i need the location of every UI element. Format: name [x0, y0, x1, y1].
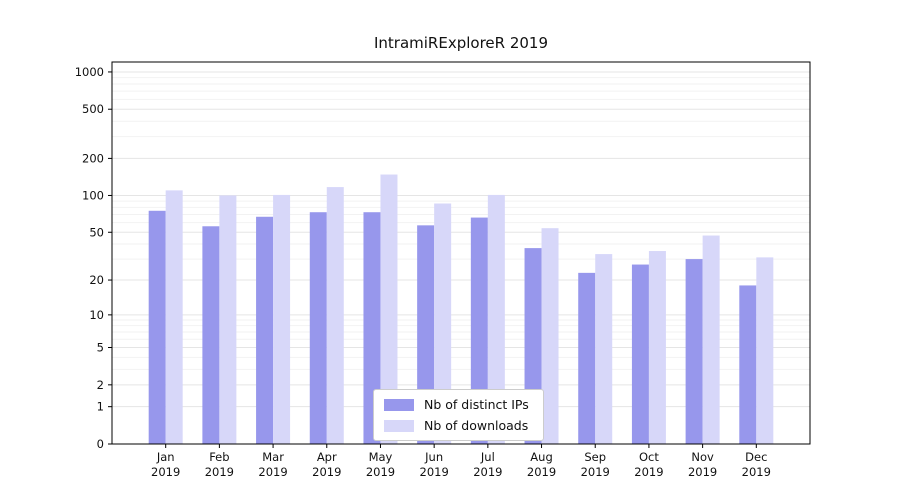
x-tick-label-month: Mar [262, 450, 284, 464]
x-tick-label-year: 2019 [634, 465, 663, 479]
x-tick-label-month: Nov [691, 450, 714, 464]
x-tick-label-year: 2019 [527, 465, 556, 479]
bar-mar-downloads [273, 194, 291, 444]
bar-nov-downloads [702, 235, 720, 444]
legend-item-downloads: Nb of downloads [384, 418, 529, 433]
y-tick-label: 500 [82, 102, 104, 116]
x-tick-label-year: 2019 [581, 465, 610, 479]
bar-jul-distinct-ips [470, 217, 488, 444]
legend-item-distinct-ips: Nb of distinct IPs [384, 397, 529, 412]
plot-border [111, 61, 811, 445]
bar-jun-downloads [434, 203, 452, 444]
y-tick-label: 1 [97, 400, 104, 414]
legend-label-distinct-ips: Nb of distinct IPs [424, 397, 529, 412]
y-tick-label: 50 [89, 225, 104, 239]
bar-apr-distinct-ips [309, 212, 327, 444]
y-tick-label: 10 [89, 308, 104, 322]
x-tick-label-month: Oct [639, 450, 659, 464]
x-tick-label-year: 2019 [312, 465, 341, 479]
bar-jan-downloads [165, 190, 183, 444]
bar-oct-distinct-ips [631, 264, 649, 444]
x-tick-label-month: Jan [156, 450, 175, 464]
bar-dec-distinct-ips [739, 285, 757, 444]
bar-jan-distinct-ips [148, 210, 166, 444]
x-tick-label-month: Sep [584, 450, 606, 464]
bar-jul-downloads [487, 194, 505, 444]
x-tick-label-month: Aug [530, 450, 552, 464]
y-tick-label: 2 [97, 378, 104, 392]
y-tick-label: 200 [82, 151, 104, 165]
x-tick-label-year: 2019 [420, 465, 449, 479]
y-tick-label: 20 [89, 273, 104, 287]
x-tick-label-year: 2019 [688, 465, 717, 479]
x-tick-label-month: May [369, 450, 393, 464]
y-tick-label: 100 [82, 188, 104, 202]
chart-title: IntramiRExploreR 2019 [373, 34, 549, 52]
bar-feb-distinct-ips [202, 226, 220, 444]
y-tick-label: 0 [97, 437, 104, 451]
x-tick-label-month: Apr [317, 450, 337, 464]
legend-label-downloads: Nb of downloads [424, 418, 529, 433]
y-tick-label: 5 [97, 341, 104, 355]
bar-may-distinct-ips [363, 212, 381, 444]
bar-aug-downloads [541, 228, 559, 444]
x-tick-label-year: 2019 [258, 465, 287, 479]
bar-may-downloads [380, 174, 398, 444]
x-tick-label-year: 2019 [205, 465, 234, 479]
bar-sep-distinct-ips [578, 272, 596, 444]
x-tick-label-year: 2019 [151, 465, 180, 479]
bar-mar-distinct-ips [256, 216, 274, 444]
x-tick-label-month: Dec [745, 450, 767, 464]
bar-oct-downloads [648, 251, 666, 444]
y-tick-label: 1000 [75, 65, 104, 79]
legend: Nb of distinct IPs Nb of downloads [373, 389, 544, 441]
bar-apr-downloads [326, 187, 344, 445]
x-tick-label-year: 2019 [742, 465, 771, 479]
x-tick-label-year: 2019 [473, 465, 502, 479]
legend-swatch-distinct-ips [384, 398, 414, 411]
bar-dec-downloads [756, 257, 774, 444]
legend-swatch-downloads [384, 419, 414, 432]
bar-sep-downloads [595, 254, 613, 444]
x-tick-label-month: Feb [209, 450, 229, 464]
x-tick-label-month: Jul [480, 450, 495, 464]
x-tick-label-month: Jun [424, 450, 443, 464]
x-tick-label-year: 2019 [366, 465, 395, 479]
bar-nov-distinct-ips [685, 259, 703, 444]
bar-feb-downloads [219, 195, 237, 444]
